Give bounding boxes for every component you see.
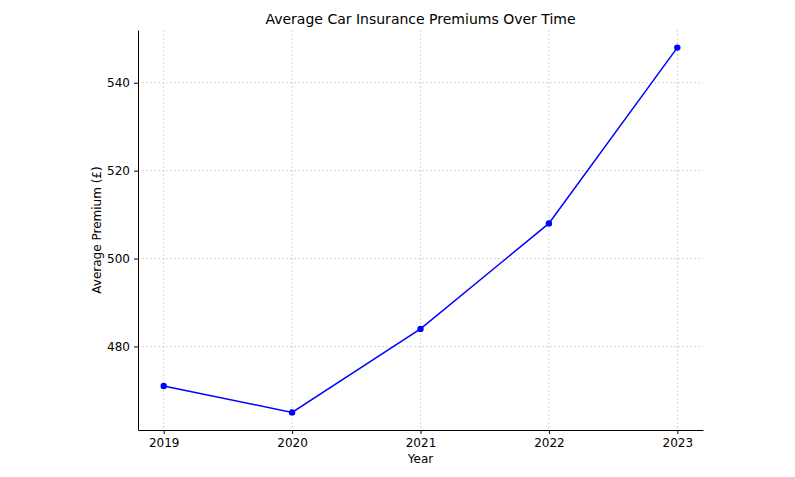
tick-label: 2021 — [406, 436, 437, 450]
x-grid-line — [163, 30, 164, 430]
x-grid-line — [548, 30, 549, 430]
point — [674, 44, 680, 50]
plot-area: 2019 2020 2021 2022 2023 480 500 520 540 — [107, 30, 703, 450]
tick: 540 — [107, 76, 138, 90]
tick-label: 540 — [107, 76, 130, 90]
chart: 2019 2020 2021 2022 2023 480 500 520 540 Average … — [0, 0, 795, 477]
axis-line — [138, 31, 139, 431]
series — [160, 44, 680, 415]
tick: 2021 — [406, 430, 437, 450]
tick-mark — [421, 430, 422, 434]
tick: 500 — [107, 252, 138, 266]
tick-label: 500 — [107, 252, 130, 266]
tick-mark — [292, 430, 293, 434]
tick: 2023 — [663, 430, 694, 450]
x-grid-line — [677, 30, 678, 430]
x-axis: 2019 2020 2021 2022 2023 — [139, 430, 704, 450]
line — [164, 48, 678, 413]
tick-mark — [164, 430, 165, 434]
tick-label: 2022 — [534, 436, 565, 450]
tick-label: 480 — [107, 340, 130, 354]
x-grid-line — [292, 30, 293, 430]
tick: 520 — [107, 164, 138, 178]
tick-mark — [677, 430, 678, 434]
x-grid-line — [420, 30, 421, 430]
point — [160, 383, 166, 389]
y-axis: 480 500 520 540 — [107, 31, 138, 431]
point — [417, 326, 423, 332]
tick-mark — [549, 430, 550, 434]
tick: 2019 — [149, 430, 180, 450]
tick-label: 2019 — [149, 436, 180, 450]
tick: 2020 — [277, 430, 308, 450]
tick: 2022 — [534, 430, 565, 450]
y-grid-line — [138, 346, 703, 347]
tick-mark — [134, 171, 138, 172]
tick-mark — [134, 259, 138, 260]
y-grid-line — [138, 82, 703, 83]
tick-mark — [134, 83, 138, 84]
point — [546, 220, 552, 226]
tick-label: 520 — [107, 164, 130, 178]
y-grid-line — [138, 258, 703, 259]
point — [289, 409, 295, 415]
tick-label: 2023 — [663, 436, 694, 450]
title: Average Car Insurance Premiums Over Time — [265, 11, 575, 27]
y-axis-title: Average Premium (£) — [90, 166, 104, 293]
tick: 480 — [107, 340, 138, 354]
grid — [138, 30, 703, 430]
tick-mark — [134, 346, 138, 347]
x-axis-title: Year — [407, 452, 433, 466]
tick-label: 2020 — [277, 436, 308, 450]
y-grid-line — [138, 170, 703, 171]
